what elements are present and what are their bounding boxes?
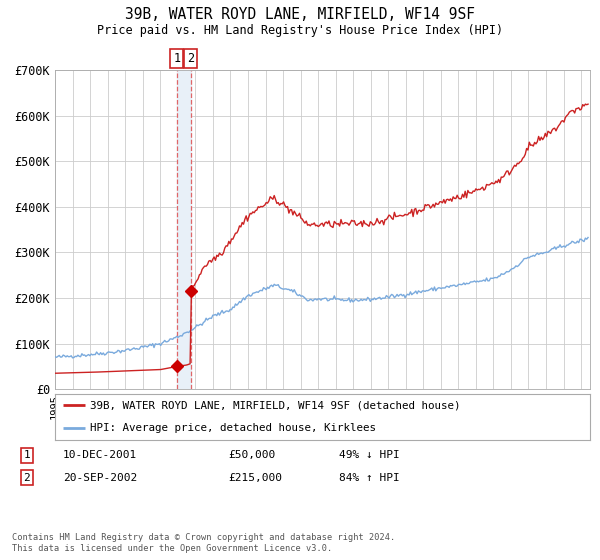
Text: 2: 2 xyxy=(187,52,194,65)
Text: 39B, WATER ROYD LANE, MIRFIELD, WF14 9SF (detached house): 39B, WATER ROYD LANE, MIRFIELD, WF14 9SF… xyxy=(90,400,460,410)
Text: 49% ↓ HPI: 49% ↓ HPI xyxy=(339,450,400,460)
Text: £50,000: £50,000 xyxy=(228,450,275,460)
Text: 10-DEC-2001: 10-DEC-2001 xyxy=(63,450,137,460)
Text: 39B, WATER ROYD LANE, MIRFIELD, WF14 9SF: 39B, WATER ROYD LANE, MIRFIELD, WF14 9SF xyxy=(125,7,475,22)
Bar xyxy=(177,70,191,389)
Text: 20-SEP-2002: 20-SEP-2002 xyxy=(63,473,137,483)
Text: £215,000: £215,000 xyxy=(228,473,282,483)
Text: 2: 2 xyxy=(23,473,31,483)
Text: HPI: Average price, detached house, Kirklees: HPI: Average price, detached house, Kirk… xyxy=(90,423,376,433)
Text: 84% ↑ HPI: 84% ↑ HPI xyxy=(339,473,400,483)
Text: Contains HM Land Registry data © Crown copyright and database right 2024.
This d: Contains HM Land Registry data © Crown c… xyxy=(12,533,395,553)
Text: Price paid vs. HM Land Registry's House Price Index (HPI): Price paid vs. HM Land Registry's House … xyxy=(97,24,503,37)
Text: 1: 1 xyxy=(173,52,181,65)
Text: 1: 1 xyxy=(23,450,31,460)
